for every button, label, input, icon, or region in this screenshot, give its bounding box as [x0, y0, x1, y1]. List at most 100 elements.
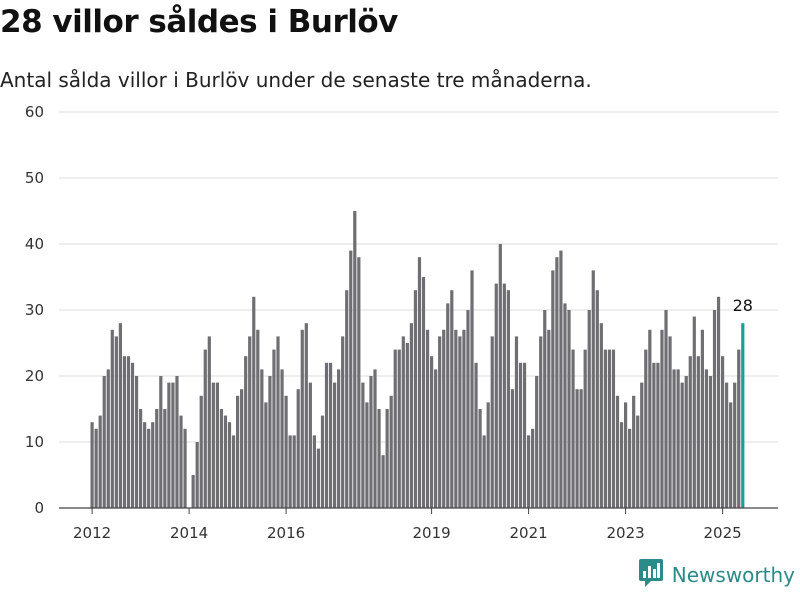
bar	[563, 303, 567, 508]
bar	[393, 349, 397, 508]
bar	[337, 369, 341, 508]
bar	[159, 376, 163, 508]
bar	[94, 428, 98, 508]
bar	[413, 290, 418, 508]
bar	[615, 395, 620, 508]
bar	[324, 362, 329, 508]
bar	[272, 349, 276, 508]
bar	[518, 362, 523, 508]
bar	[551, 270, 555, 508]
bar	[268, 376, 272, 508]
bar	[623, 402, 628, 508]
bar	[611, 349, 616, 508]
bar	[680, 382, 684, 508]
bar-highlight	[741, 323, 745, 508]
bar	[110, 329, 114, 508]
y-tick-label: 30	[25, 301, 44, 319]
x-tick-label: 2021	[509, 524, 547, 542]
bar	[122, 356, 127, 508]
bar	[219, 409, 224, 508]
y-tick-label: 0	[34, 499, 44, 517]
bar	[660, 329, 664, 508]
bar	[470, 270, 474, 508]
y-tick-label: 20	[25, 367, 44, 385]
bar	[300, 329, 304, 508]
bar	[429, 356, 434, 508]
bar	[381, 455, 385, 508]
bar	[547, 329, 551, 508]
bar	[147, 428, 151, 508]
bar	[215, 382, 219, 508]
bar	[676, 369, 680, 508]
bar	[191, 475, 195, 508]
bar	[397, 349, 401, 508]
bar	[531, 428, 535, 508]
y-tick-label: 40	[25, 235, 44, 253]
bar	[664, 310, 668, 508]
bar	[365, 402, 369, 508]
bar	[231, 435, 236, 508]
bar	[619, 422, 624, 508]
bar	[539, 336, 543, 508]
bar	[377, 409, 381, 508]
bar	[535, 376, 539, 508]
x-tick-label: 2023	[606, 524, 644, 542]
bar	[130, 362, 135, 508]
bar	[446, 303, 450, 508]
bar	[385, 409, 389, 508]
bar	[632, 395, 636, 508]
bar	[438, 336, 442, 508]
bar	[211, 382, 215, 508]
bar	[716, 296, 721, 508]
y-tick-label: 10	[25, 433, 44, 451]
bar	[252, 296, 256, 508]
x-tick-label: 2025	[703, 524, 741, 542]
bar	[510, 389, 515, 508]
bar	[466, 310, 470, 508]
bar	[296, 389, 300, 508]
bar	[248, 336, 252, 508]
bar	[454, 329, 458, 508]
bar	[280, 369, 284, 508]
bar	[696, 356, 700, 508]
bar	[328, 362, 333, 508]
bar	[708, 376, 713, 508]
bar	[195, 442, 199, 508]
bar	[733, 382, 737, 508]
bar	[417, 257, 422, 508]
bar	[316, 448, 321, 508]
bar	[559, 250, 563, 508]
bar	[482, 435, 486, 508]
bar	[603, 349, 607, 508]
bar	[179, 415, 183, 508]
bar	[628, 428, 632, 508]
bar	[442, 329, 446, 508]
x-tick-label: 2016	[267, 524, 305, 542]
x-tick-label: 2019	[413, 524, 451, 542]
bar	[700, 329, 704, 508]
bar	[102, 376, 106, 508]
bar	[341, 336, 345, 508]
bar	[567, 310, 571, 508]
bar	[644, 349, 648, 508]
bar	[401, 336, 405, 508]
bar	[106, 369, 110, 508]
bar	[389, 395, 393, 508]
bar	[260, 369, 264, 508]
bar	[353, 211, 357, 508]
bar	[175, 376, 179, 508]
newsworthy-logo-icon	[638, 558, 664, 592]
bar	[502, 283, 506, 508]
bar	[138, 409, 143, 508]
bar	[575, 389, 579, 508]
bar	[155, 409, 159, 508]
bar	[725, 382, 729, 508]
bar	[421, 277, 426, 508]
bar	[636, 415, 640, 508]
bar	[284, 395, 288, 508]
bar	[490, 336, 494, 508]
bar	[652, 362, 656, 508]
bar	[203, 349, 207, 508]
bar	[308, 382, 312, 508]
bar	[223, 415, 228, 508]
